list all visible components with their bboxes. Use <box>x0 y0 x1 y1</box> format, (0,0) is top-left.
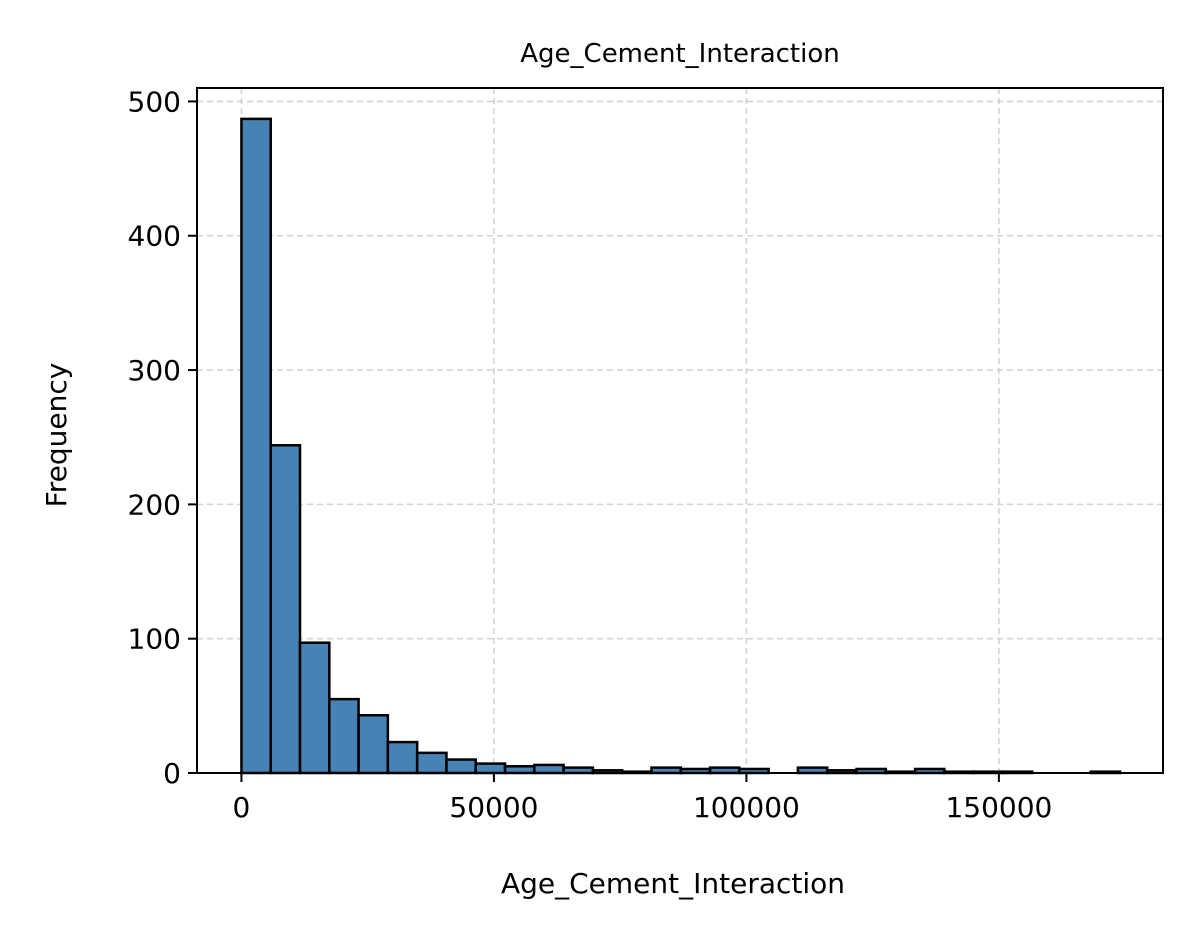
histogram-bar <box>445 758 477 775</box>
y-tick-label: 100 <box>128 623 181 656</box>
y-tick-label: 200 <box>128 488 181 521</box>
y-tick-label: 0 <box>163 757 181 790</box>
histogram-bar <box>328 697 360 775</box>
x-tick-label: 0 <box>233 791 251 824</box>
histogram-bar <box>533 763 565 775</box>
y-axis-label: Frequency <box>40 363 73 508</box>
y-tick-label: 400 <box>128 220 181 253</box>
histogram-bar <box>474 762 507 775</box>
histogram-bar <box>503 765 536 775</box>
histogram-bar <box>415 751 448 775</box>
histogram-bar <box>357 713 390 775</box>
x-axis-ticks: 0 50000 100000 150000 <box>233 773 1052 824</box>
chart-title: Age_Cement_Interaction <box>520 39 840 69</box>
x-tick-label: 50000 <box>449 791 538 824</box>
x-axis-label: Age_Cement_Interaction <box>501 867 845 900</box>
x-tick-label: 150000 <box>945 791 1052 824</box>
histogram-bar <box>298 641 331 775</box>
histogram-bar <box>386 740 419 775</box>
y-tick-label: 500 <box>128 85 181 118</box>
y-axis-ticks: 0 100 200 300 400 500 <box>128 85 197 790</box>
axes-frame <box>196 87 1164 774</box>
x-tick-label: 100000 <box>693 791 800 824</box>
histogram-bar <box>269 444 302 775</box>
histogram-bars <box>240 117 1122 775</box>
grid-lines <box>197 88 1163 774</box>
y-tick-label: 300 <box>128 354 181 387</box>
histogram-bar <box>240 117 272 775</box>
